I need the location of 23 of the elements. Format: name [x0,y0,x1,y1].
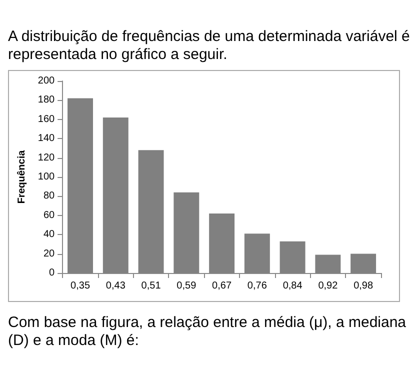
x-tick-label: 0,92 [318,280,338,292]
x-tick-label: 0,35 [70,280,90,292]
y-tick-label: 180 [38,94,56,106]
y-tick-label: 200 [38,76,56,86]
y-tick-label: 100 [38,172,56,182]
x-tick-label: 0,67 [212,280,232,292]
y-tick-label: 80 [43,190,56,202]
y-tick-label: 40 [43,229,56,240]
y-tick-label: 160 [38,114,56,125]
y-tick-label: 140 [38,133,56,144]
y-tick-label: 20 [43,248,56,260]
chart-title: A distribuição de frequências de uma determinada variável é representada no gráfico a seguir. [8,28,410,64]
x-tick-label: 0,59 [176,280,197,292]
y-axis-title: Frequência [16,150,28,204]
x-tick-label: 0,84 [282,280,303,292]
x-tick-label: 0,98 [354,280,374,292]
x-tick-label: 0,51 [141,280,162,292]
y-tick-label: 120 [38,152,56,164]
text: Com base na figura, a relação entre a média (μ), a mediana (D) e a moda (M) é: [8,314,408,350]
x-tick-label: 0,76 [247,280,268,292]
y-tick-label: 60 [43,210,56,221]
y-tick-label: 0 [49,268,56,278]
x-tick-label: 0,43 [106,280,126,292]
